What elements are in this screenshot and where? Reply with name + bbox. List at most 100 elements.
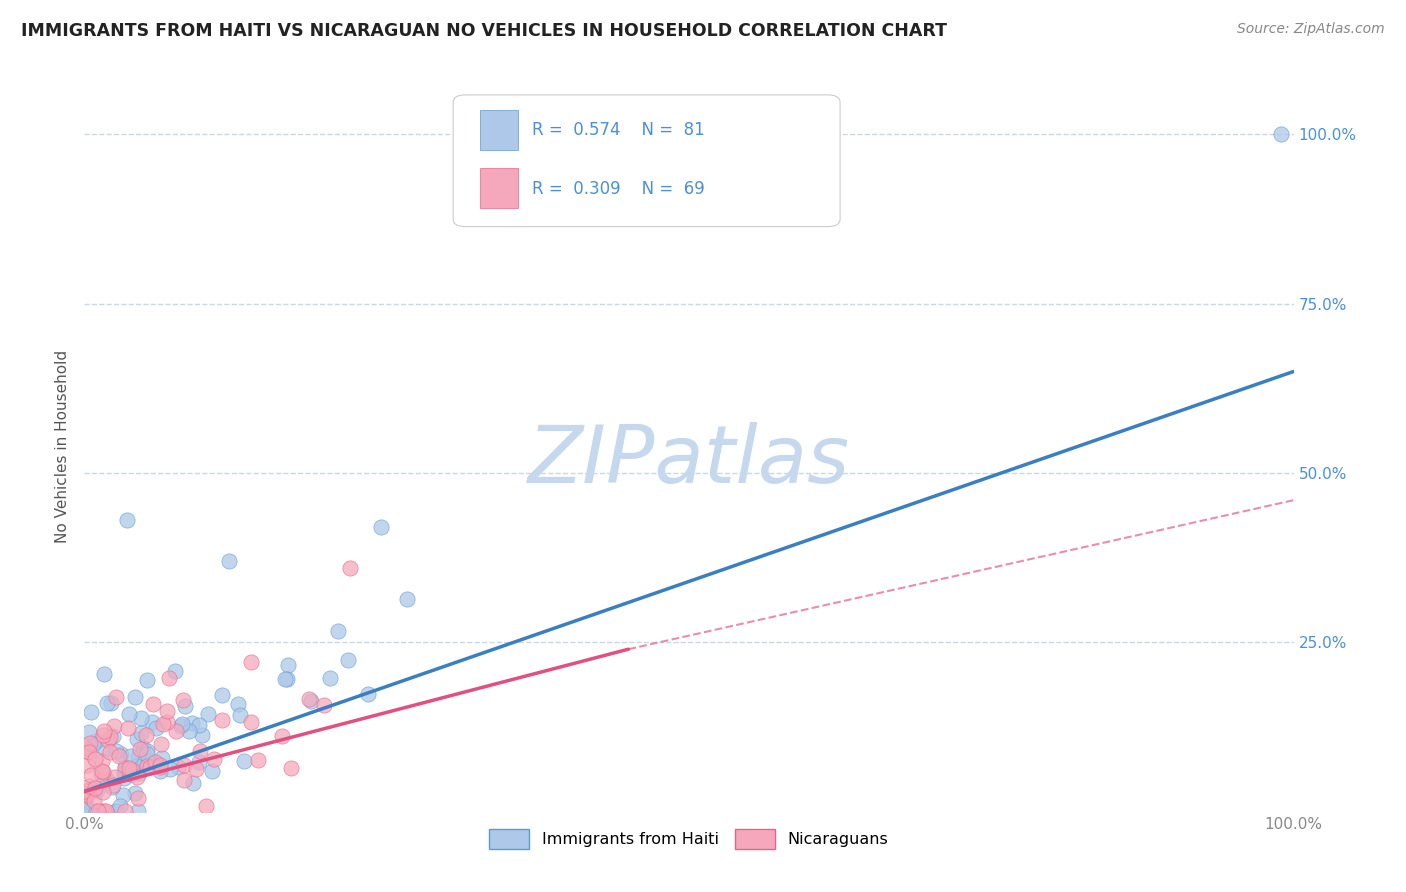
Point bbox=[111, 788, 134, 802]
Point bbox=[122, 761, 145, 775]
Point bbox=[136, 673, 159, 687]
Point bbox=[149, 764, 172, 779]
Text: R =  0.574    N =  81: R = 0.574 N = 81 bbox=[531, 121, 704, 139]
Point bbox=[75, 800, 97, 814]
Point bbox=[91, 785, 114, 799]
Point bbox=[131, 711, 153, 725]
Point bbox=[181, 775, 204, 789]
Point bbox=[202, 752, 225, 766]
Point bbox=[108, 748, 131, 763]
Point bbox=[174, 698, 197, 713]
Point bbox=[211, 688, 233, 702]
Point bbox=[127, 770, 149, 784]
Text: IMMIGRANTS FROM HAITI VS NICARAGUAN NO VEHICLES IN HOUSEHOLD CORRELATION CHART: IMMIGRANTS FROM HAITI VS NICARAGUAN NO V… bbox=[21, 22, 948, 40]
Point bbox=[312, 698, 335, 713]
Point bbox=[239, 655, 262, 669]
Point bbox=[299, 694, 322, 708]
Point bbox=[83, 752, 105, 766]
Point bbox=[94, 804, 117, 818]
Y-axis label: No Vehicles in Household: No Vehicles in Household bbox=[55, 350, 70, 542]
Point bbox=[170, 717, 193, 731]
Point bbox=[187, 718, 209, 732]
Point bbox=[76, 758, 98, 772]
Point bbox=[77, 779, 100, 793]
Point bbox=[96, 772, 118, 787]
Point bbox=[233, 754, 256, 768]
Point bbox=[229, 707, 252, 722]
Point bbox=[90, 804, 112, 818]
Point bbox=[274, 673, 297, 687]
Point bbox=[79, 745, 101, 759]
Point bbox=[145, 721, 167, 735]
Point bbox=[76, 789, 98, 803]
Point bbox=[135, 728, 157, 742]
Point bbox=[98, 730, 121, 744]
Point bbox=[319, 671, 342, 685]
Point bbox=[218, 554, 240, 568]
Point bbox=[91, 764, 114, 778]
Point bbox=[104, 743, 127, 757]
Point bbox=[91, 754, 114, 768]
Point bbox=[191, 728, 214, 742]
Point bbox=[100, 696, 122, 710]
Point bbox=[101, 778, 124, 792]
Point bbox=[93, 724, 115, 739]
Point bbox=[121, 764, 143, 778]
Point bbox=[129, 742, 152, 756]
Point bbox=[87, 804, 110, 818]
Point bbox=[77, 743, 100, 757]
Point bbox=[108, 799, 131, 814]
Point bbox=[101, 729, 124, 743]
Point bbox=[112, 771, 135, 785]
Text: R =  0.309    N =  69: R = 0.309 N = 69 bbox=[531, 179, 704, 197]
Point bbox=[80, 804, 103, 818]
Point bbox=[228, 697, 250, 711]
FancyBboxPatch shape bbox=[453, 95, 841, 227]
Point bbox=[90, 767, 112, 781]
Point bbox=[77, 783, 100, 797]
Point bbox=[127, 790, 149, 805]
Point bbox=[80, 768, 103, 782]
Point bbox=[172, 692, 194, 706]
Point bbox=[82, 737, 104, 751]
Point bbox=[105, 690, 128, 704]
Point bbox=[1270, 128, 1292, 142]
Point bbox=[145, 755, 167, 769]
Text: Source: ZipAtlas.com: Source: ZipAtlas.com bbox=[1237, 22, 1385, 37]
Point bbox=[188, 744, 211, 758]
Point bbox=[132, 740, 155, 755]
Point bbox=[240, 714, 263, 729]
Point bbox=[165, 724, 187, 739]
Point bbox=[105, 804, 128, 818]
Point bbox=[246, 753, 269, 767]
Point bbox=[167, 760, 190, 774]
Point bbox=[75, 783, 97, 797]
Point bbox=[75, 787, 97, 801]
Point bbox=[104, 770, 127, 784]
Point bbox=[132, 754, 155, 768]
Text: ZIPatlas: ZIPatlas bbox=[527, 422, 851, 500]
Point bbox=[159, 762, 181, 776]
Point bbox=[159, 671, 181, 685]
Point bbox=[149, 757, 172, 772]
Point bbox=[188, 755, 211, 769]
Legend: Immigrants from Haiti, Nicaraguans: Immigrants from Haiti, Nicaraguans bbox=[484, 822, 894, 855]
Point bbox=[156, 715, 179, 730]
Point bbox=[139, 760, 162, 774]
Point bbox=[276, 673, 298, 687]
Point bbox=[336, 653, 359, 667]
Point bbox=[118, 707, 141, 722]
Point bbox=[77, 725, 100, 739]
Point bbox=[280, 761, 302, 775]
Point bbox=[91, 765, 114, 780]
Point bbox=[118, 765, 141, 780]
Point bbox=[195, 798, 218, 813]
Point bbox=[326, 624, 349, 638]
Point bbox=[118, 761, 141, 775]
Point bbox=[103, 719, 125, 733]
Point bbox=[124, 690, 146, 705]
Point bbox=[127, 749, 149, 764]
Point bbox=[114, 759, 136, 773]
Point bbox=[110, 747, 132, 761]
Point bbox=[112, 766, 135, 780]
